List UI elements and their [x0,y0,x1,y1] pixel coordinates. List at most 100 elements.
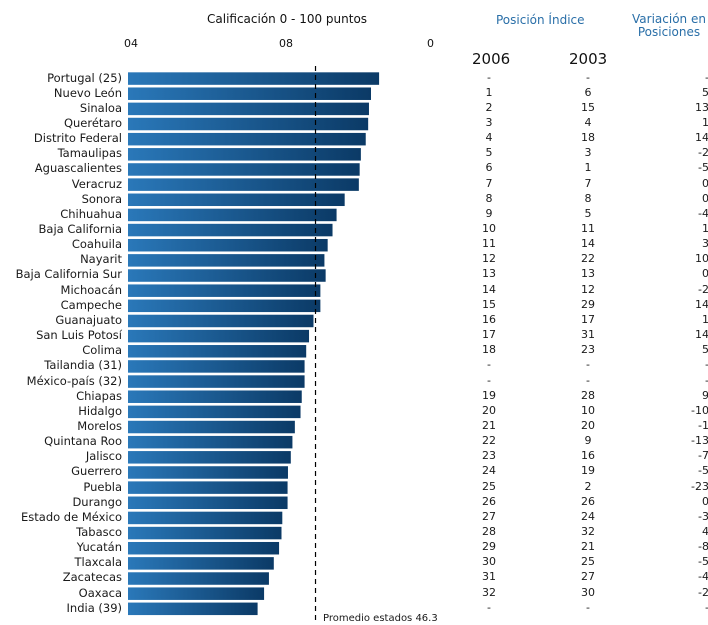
pos-2006-cell: 19 [482,388,496,402]
pos-2006-cell: 25 [482,479,496,493]
pos-2006-cell: 32 [482,585,496,599]
pos-2003-cell: - [586,358,590,372]
category-label: Hidalgo [78,403,122,418]
variation-cell: - [669,71,708,84]
pos-2006-cell: - [487,358,491,372]
pos-2003-cell: 8 [584,191,592,205]
bar-10 [128,223,333,237]
bar-14 [128,284,321,297]
average-label: Promedio estados 46.3 [323,613,438,624]
pos-2003-cell: 16 [581,449,595,463]
pos-2006-cell: 18 [482,343,496,357]
pos-2006-cell: 10 [482,222,496,235]
category-label: Querétaro [63,115,122,130]
category-label: Puebla [83,479,122,494]
pos-2006-cell: 29 [482,540,496,554]
column-title-index-position: Posición Índice [496,13,585,27]
variation-cell: 3 [702,237,708,251]
variation-cell: 5 [702,343,708,357]
pos-2006-cell: 22 [482,434,496,448]
variation-cell: -4 [698,206,708,220]
variation-cell: 14 [695,131,708,145]
year-2003-header: 2003 [569,50,608,68]
variation-cell: 1 [702,222,708,235]
variation-cell: -2 [698,282,708,296]
category-label: Tamaulipas [57,146,122,161]
year-2006-header: 2006 [472,50,511,68]
category-label: Baja California [38,222,122,236]
bar-30 [128,526,282,540]
variation-cell: -23 [691,479,708,493]
category-label: Tailandia (31) [44,358,122,373]
variation-cell: 14 [695,328,708,342]
variation-cell: 0 [702,191,708,205]
pos-2006-cell: 20 [482,403,496,417]
pos-2003-cell: 29 [581,297,595,311]
bar-2 [128,102,369,116]
pos-2003-cell: 23 [581,343,595,357]
variation-cell: - [669,374,708,387]
pos-2003-cell: 22 [581,252,595,266]
category-label: Colima [82,343,122,358]
variation-cell: 9 [702,388,708,402]
pos-2003-cell: 2 [584,479,592,493]
variation-cell: 10 [695,252,708,266]
pos-2006-cell: 30 [482,555,496,569]
bar-16 [128,314,314,328]
category-label: Michoacán [60,282,122,297]
bar-3 [128,117,369,131]
pos-2003-cell: 11 [581,222,595,235]
bar-33 [128,572,269,585]
pos-2006-cell: 12 [482,252,496,266]
pos-2003-cell: 6 [584,85,592,99]
bar-28 [128,496,288,510]
column-title-variation-line1: Variación en [632,12,706,26]
bar-24 [128,435,293,449]
pos-2006-cell: 8 [485,191,493,205]
pos-2003-cell: 13 [581,267,595,281]
category-label: Sonora [81,191,122,206]
variation-cell: 0 [702,176,708,190]
category-label: Veracruz [71,176,122,191]
tick-label-0: 0 [427,37,434,50]
variation-cell: 14 [695,297,708,311]
variation-cell: 1 [702,312,708,326]
category-label: Campeche [60,297,122,312]
column-title-variation: Variación en Posiciones [630,13,708,39]
bar-21 [128,390,302,403]
category-label: Nuevo León [53,85,122,100]
variation-cell: -4 [698,570,708,584]
pos-2003-cell: 5 [584,206,592,220]
pos-2006-cell: 26 [482,494,496,508]
pos-2003-cell: 21 [581,540,595,554]
variation-cell: 13 [695,100,708,114]
pos-2006-cell: 27 [482,509,496,523]
bar-22 [128,405,301,419]
variation-cell: 0 [702,494,708,508]
category-label: Baja California Sur [15,267,122,282]
pos-2006-cell: 24 [482,464,496,478]
bar-29 [128,511,283,525]
pos-2006-cell: 17 [482,328,496,342]
pos-2003-cell: - [586,600,590,614]
pos-2003-cell: 12 [581,282,595,296]
variation-cell: -5 [698,464,708,478]
variation-cell: -10 [691,403,708,417]
category-label: Coahuila [71,237,122,252]
bar-1 [128,87,371,100]
pos-2006-cell: 7 [485,176,493,190]
pos-2003-cell: 24 [581,509,595,523]
bar-5 [128,148,361,161]
variation-cell: - [669,358,708,371]
pos-2003-cell: 15 [581,100,595,114]
category-label: Nayarit [80,252,122,267]
pos-2006-cell: 14 [482,282,496,296]
bar-23 [128,420,295,434]
category-label: Jalisco [85,449,122,464]
bar-27 [128,481,288,494]
category-label: Chihuahua [60,206,122,221]
variation-cell: -8 [698,540,708,554]
pos-2003-cell: 1 [584,161,592,175]
bar-20 [128,375,305,388]
